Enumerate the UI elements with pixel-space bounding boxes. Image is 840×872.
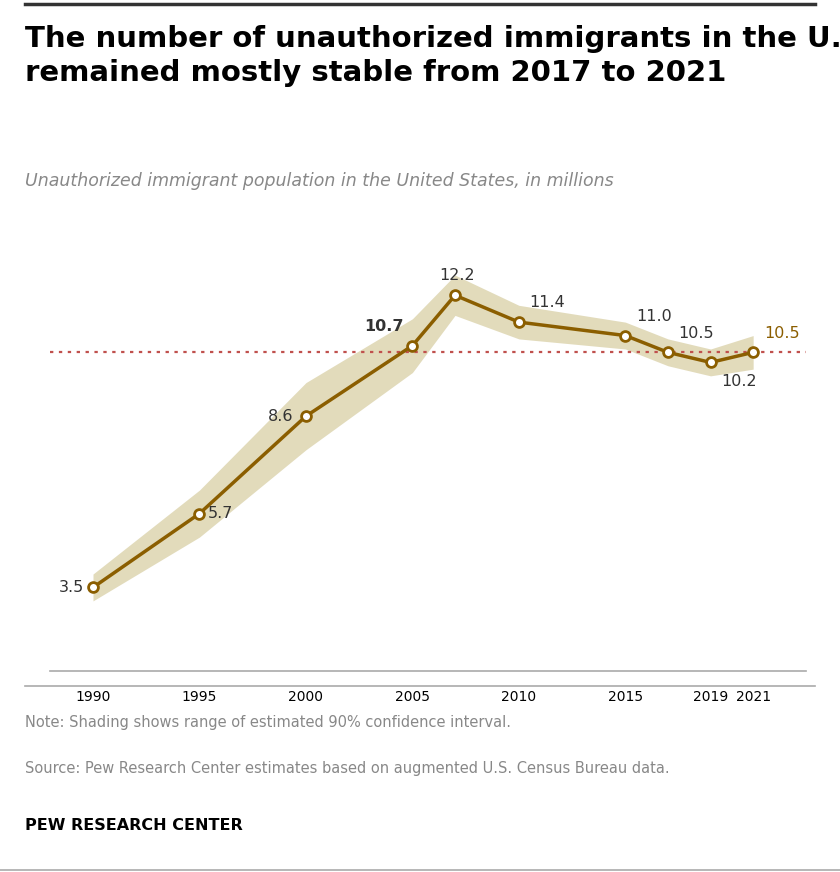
Text: 5.7: 5.7: [208, 506, 234, 521]
Text: 10.7: 10.7: [365, 319, 404, 334]
Text: 11.4: 11.4: [529, 296, 565, 310]
Text: 11.0: 11.0: [636, 309, 672, 324]
Point: [619, 329, 633, 343]
Point: [747, 345, 760, 359]
Point: [299, 409, 312, 423]
Text: 8.6: 8.6: [268, 409, 293, 424]
Text: 10.5: 10.5: [764, 325, 800, 341]
Text: Unauthorized immigrant population in the United States, in millions: Unauthorized immigrant population in the…: [25, 172, 614, 189]
Point: [449, 289, 462, 303]
Text: 3.5: 3.5: [60, 580, 85, 595]
Point: [87, 581, 100, 595]
Text: Source: Pew Research Center estimates based on augmented U.S. Census Bureau data: Source: Pew Research Center estimates ba…: [25, 760, 669, 776]
Text: 10.5: 10.5: [679, 325, 714, 341]
Point: [406, 338, 419, 352]
Text: 12.2: 12.2: [439, 269, 475, 283]
Text: The number of unauthorized immigrants in the U.S.
remained mostly stable from 20: The number of unauthorized immigrants in…: [25, 25, 840, 86]
Text: Note: Shading shows range of estimated 90% confidence interval.: Note: Shading shows range of estimated 9…: [25, 715, 512, 730]
Text: PEW RESEARCH CENTER: PEW RESEARCH CENTER: [25, 818, 243, 834]
Point: [192, 507, 206, 521]
Text: 10.2: 10.2: [722, 374, 757, 389]
Point: [661, 345, 675, 359]
Point: [704, 356, 717, 370]
Point: [512, 315, 526, 329]
